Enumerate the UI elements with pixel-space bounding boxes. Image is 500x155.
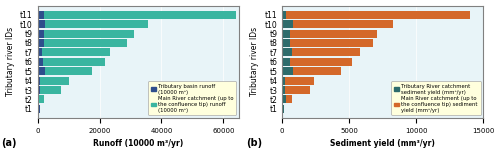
Bar	[38, 67, 92, 75]
Legend: Tributary basin runoff
(10000 m³), Main River catchment (up to
the confluence ti: Tributary basin runoff (10000 m³), Main …	[148, 81, 236, 115]
Bar	[282, 39, 290, 47]
Bar	[38, 20, 148, 28]
Y-axis label: Tributary river IDs: Tributary river IDs	[6, 27, 15, 96]
X-axis label: Runoff (10000 m³/yr): Runoff (10000 m³/yr)	[93, 139, 184, 148]
Bar	[282, 67, 341, 75]
Bar	[38, 11, 44, 19]
Bar	[282, 58, 352, 66]
Bar	[38, 95, 39, 103]
Bar	[38, 86, 61, 94]
Bar	[38, 77, 70, 85]
Bar	[282, 29, 290, 38]
Bar	[38, 86, 40, 94]
Bar	[282, 67, 293, 75]
Bar	[282, 29, 378, 38]
Bar	[282, 95, 286, 103]
Bar	[282, 48, 292, 56]
Bar	[282, 11, 470, 19]
Bar	[282, 58, 290, 66]
Bar	[282, 11, 286, 19]
Bar	[38, 39, 128, 47]
Bar	[38, 20, 46, 28]
Bar	[38, 105, 40, 113]
Bar	[282, 105, 284, 113]
Bar	[38, 48, 43, 56]
Bar	[38, 48, 111, 56]
Bar	[38, 58, 105, 66]
Bar	[38, 95, 44, 103]
Bar	[38, 105, 40, 113]
Bar	[282, 95, 292, 103]
Y-axis label: Tributary river IDs: Tributary river IDs	[250, 27, 259, 96]
Bar	[38, 29, 134, 38]
Bar	[38, 29, 44, 38]
Bar	[38, 58, 44, 66]
Bar	[282, 77, 314, 85]
Text: (a): (a)	[2, 138, 17, 148]
Bar	[38, 11, 236, 19]
Bar	[38, 77, 40, 85]
Bar	[38, 39, 44, 47]
Bar	[282, 105, 284, 113]
Bar	[282, 39, 374, 47]
Bar	[282, 77, 286, 85]
Text: (b): (b)	[246, 138, 262, 148]
Bar	[282, 86, 310, 94]
X-axis label: Sediment yield (mm³/yr): Sediment yield (mm³/yr)	[330, 139, 435, 148]
Bar	[282, 20, 394, 28]
Bar	[282, 48, 360, 56]
Legend: Tributary River catchment
sediment yield (mm³/yr), Main River catchment (up to
t: Tributary River catchment sediment yield…	[392, 81, 480, 115]
Bar	[282, 20, 293, 28]
Bar	[38, 67, 46, 75]
Bar	[282, 86, 285, 94]
